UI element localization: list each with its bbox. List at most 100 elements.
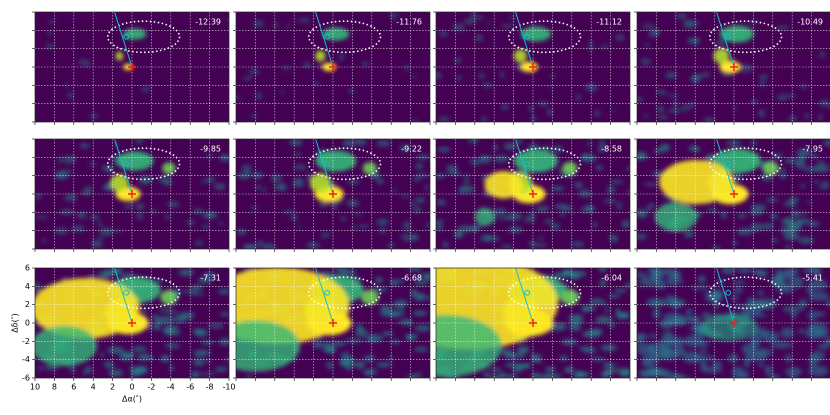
emission-blob [160,354,171,363]
emission-blob [64,155,76,164]
emission-blob [417,273,430,278]
emission-blob [784,217,794,223]
center-cross [730,319,738,327]
emission-blob [392,279,397,287]
emission-blob [673,315,684,326]
emission-blob [516,345,530,355]
emission-blob [587,45,594,51]
emission-blob [35,286,41,293]
emission-blob [739,64,753,73]
emission-blob [552,322,567,331]
emission-blob [498,349,512,353]
emission-blob [35,193,42,200]
emission-blob [759,74,768,80]
emission-blob [166,310,179,314]
emission-blob [474,207,495,227]
emission-blob [771,153,784,159]
emission-blob [507,212,523,221]
emission-blob [44,364,59,371]
emission-blob [756,298,778,309]
emission-blob [399,234,408,238]
emission-blob [360,61,371,66]
emission-blob [499,371,505,376]
emission-blob [464,18,477,25]
emission-blob [164,343,181,349]
emission-blob [657,105,665,114]
emission-blob [213,182,226,191]
emission-blob [732,240,738,246]
emission-blob [668,107,682,114]
emission-blob [538,100,549,107]
x-tick-label: 2 [110,383,115,392]
emission-blob [135,203,145,210]
emission-blob [817,114,823,121]
center-cross [329,63,337,71]
emission-blob [619,312,630,319]
emission-blobs [45,18,229,119]
panel-frame [235,267,431,379]
emission-blob [682,350,702,364]
emission-blob [481,116,488,122]
emission-blob [796,148,813,157]
source-marker [725,33,732,40]
emission-blob [220,312,229,317]
panel: -12.39 [32,11,230,125]
emission-blob [571,274,580,280]
emission-blob [750,204,767,212]
emission-blob [646,297,668,306]
emission-blob [115,51,124,61]
emission-blob [709,294,721,300]
emission-blob [703,117,716,122]
emission-blob [425,184,430,191]
emission-blob [274,183,288,191]
emission-blob [581,306,594,310]
emission-blob [436,72,443,80]
jet-axis [515,268,534,324]
emission-blob [225,18,229,23]
emission-blob [595,316,613,323]
beam-ellipse [507,147,582,181]
emission-blob [688,145,699,152]
emission-blob [750,223,764,232]
emission-blob [412,75,418,79]
emission-blob [608,294,621,298]
emission-blob [204,272,217,277]
y-tick-label: -4 [22,355,30,364]
emission-blob [261,243,276,249]
emission-blob [755,270,768,278]
emission-blob [354,139,367,146]
x-axis-label: Δα(″) [122,395,142,404]
emission-blob [247,374,252,378]
emission-blob [600,370,611,378]
emission-blob [162,162,176,175]
emission-blob [816,311,826,317]
emission-blob [755,348,773,357]
emission-blob [699,360,708,372]
emission-blob [412,333,418,340]
emission-blob [302,61,312,69]
emission-blob [489,367,502,372]
emission-blob [654,202,698,232]
emission-blob [640,58,651,66]
emission-blob [654,279,667,290]
emission-blob [666,273,679,287]
emission-blob [776,25,789,30]
emission-blob [803,268,818,274]
emission-blob [99,352,106,357]
emission-blob [612,108,617,112]
emission-blob [599,139,605,147]
emission-blob [757,362,765,368]
emission-blob [186,219,195,225]
emission-blob [676,13,687,20]
emission [236,268,430,378]
emission-blob [737,213,747,219]
emission-blob [693,355,715,361]
source-marker [123,33,130,40]
emission-blob [737,228,753,236]
emission-blob [192,208,204,214]
emission-blob [681,104,689,112]
emission-blob [669,375,691,378]
emission-blob [59,209,74,215]
emission-blob [306,242,321,249]
